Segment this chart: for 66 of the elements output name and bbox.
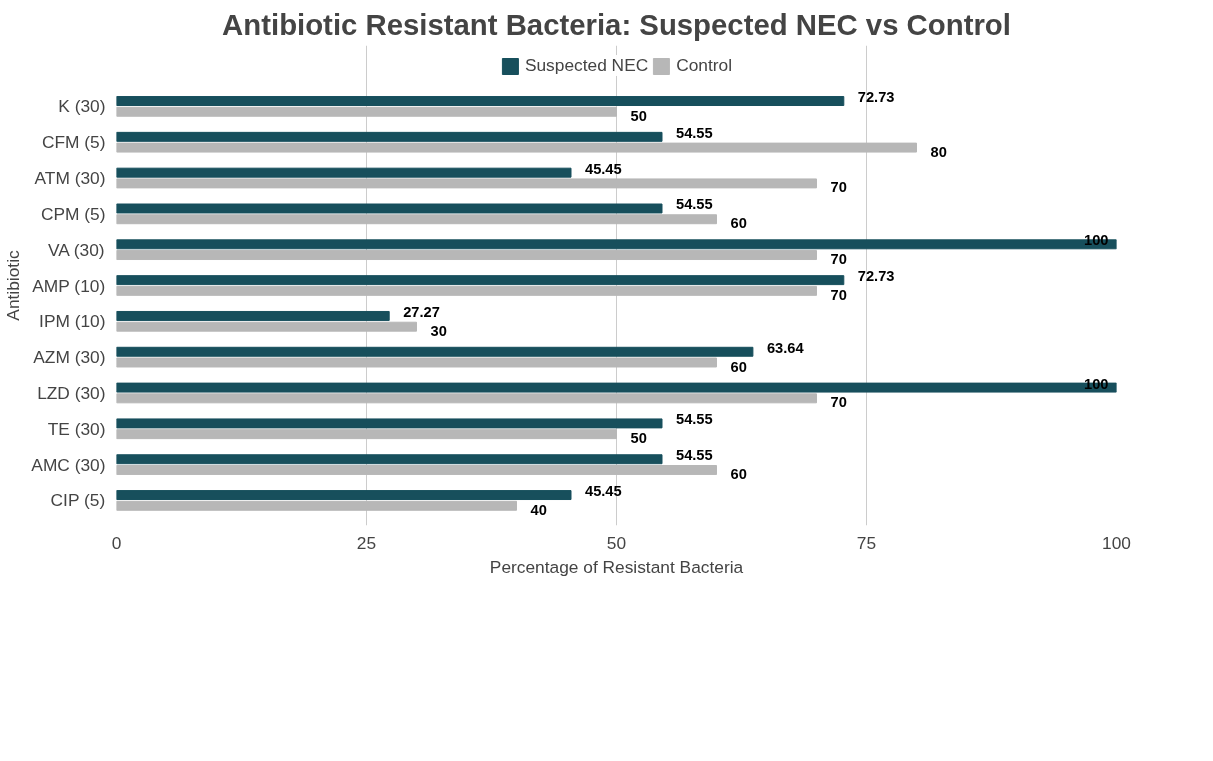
bar	[116, 393, 817, 404]
y-tick-label: CIP (5)	[50, 490, 106, 511]
bar	[116, 106, 617, 117]
bar	[116, 429, 617, 440]
bar	[116, 454, 663, 465]
y-tick-label: ATM (30)	[34, 168, 106, 189]
data-label: 50	[630, 430, 647, 447]
data-label: 60	[730, 465, 747, 482]
data-label: 70	[830, 251, 847, 268]
y-tick-label: TE (30)	[47, 418, 106, 439]
bar	[116, 418, 663, 429]
data-label: 54.55	[676, 196, 713, 213]
data-label: 50	[630, 107, 647, 124]
x-tick-label: 75	[856, 532, 877, 553]
data-label: 45.45	[585, 160, 622, 177]
bar	[116, 465, 717, 475]
data-label: 54.55	[676, 411, 713, 428]
y-axis-title: Antibiotic	[3, 250, 24, 321]
bar	[116, 203, 663, 214]
data-label: 60	[730, 215, 747, 232]
bar	[116, 167, 572, 178]
y-tick-label: VA (30)	[48, 239, 105, 260]
data-label: 70	[830, 179, 847, 196]
y-tick-label: CPM (5)	[41, 203, 106, 224]
bar	[116, 250, 817, 261]
bar	[116, 490, 572, 501]
y-tick-label: IPM (10)	[39, 311, 106, 332]
data-label: 60	[730, 358, 747, 375]
x-tick-label: 100	[1102, 532, 1131, 553]
y-tick-label: K (30)	[58, 96, 106, 117]
bar	[116, 96, 845, 106]
data-label: 80	[930, 143, 947, 160]
data-label: 54.55	[676, 447, 713, 464]
bar	[116, 310, 390, 321]
bar	[116, 321, 417, 332]
chart-title: Antibiotic Resistant Bacteria: Suspected NEC vs Control	[222, 7, 1011, 41]
x-tick-label: 0	[111, 532, 122, 553]
x-tick-label: 50	[606, 532, 627, 553]
y-tick-label: LZD (30)	[37, 382, 106, 403]
data-label: 72.73	[857, 89, 895, 106]
bar	[116, 285, 817, 296]
x-axis-title: Percentage of Resistant Bacteria	[489, 556, 744, 577]
bar	[116, 214, 717, 225]
bar	[116, 346, 754, 357]
bar	[116, 178, 817, 189]
bar	[116, 275, 845, 286]
y-tick-label: AZM (30)	[33, 347, 106, 368]
data-label: 45.45	[585, 483, 622, 500]
bar	[116, 500, 517, 511]
data-label: 63.64	[766, 339, 805, 356]
y-tick-label: CFM (5)	[41, 132, 106, 153]
bar	[116, 131, 663, 142]
data-label: 27.27	[403, 303, 440, 320]
y-tick-label: AMP (10)	[32, 275, 106, 296]
legend-label: Control	[676, 55, 733, 76]
data-label: 30	[430, 322, 447, 339]
bar	[116, 357, 717, 368]
data-label: 72.73	[857, 268, 895, 285]
x-tick-label: 25	[356, 532, 377, 553]
legend-label: Suspected NEC	[524, 55, 649, 76]
data-label: 70	[830, 394, 847, 411]
data-label: 70	[830, 286, 847, 303]
y-tick-label: AMC (30)	[31, 454, 106, 475]
data-label: 40	[530, 501, 547, 518]
data-label: 54.55	[676, 124, 713, 141]
bar	[116, 142, 917, 153]
